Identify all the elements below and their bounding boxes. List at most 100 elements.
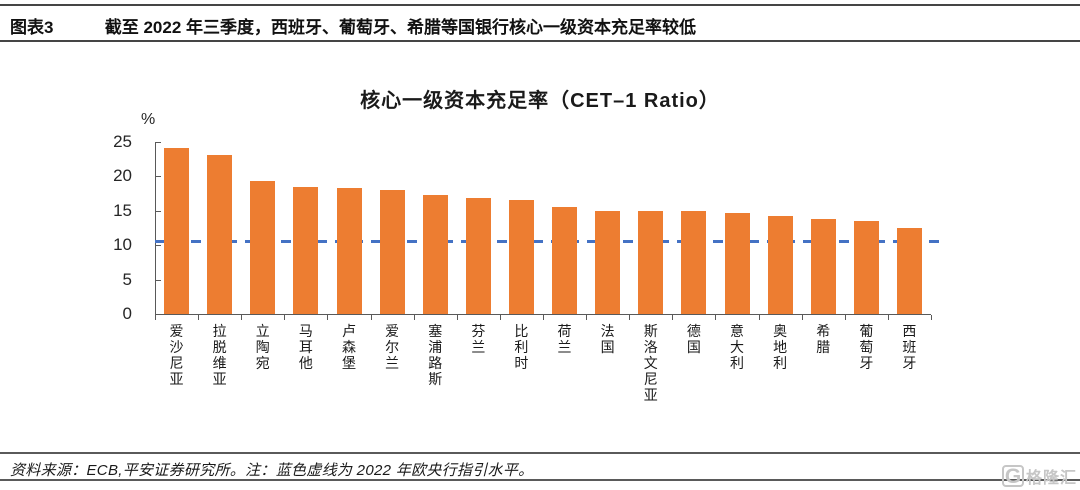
bar (465, 197, 491, 314)
x-tick-mark (629, 315, 631, 320)
source-note: 资料来源：ECB,平安证券研究所。注：蓝色虚线为 2022 年欧央行指引水平。 (10, 462, 534, 479)
figure-tag: 图表3 (10, 18, 54, 37)
y-tick-mark (155, 142, 161, 143)
y-tick-label: 0 (122, 304, 132, 323)
x-axis-category-text: 斯洛文尼亚 (643, 323, 658, 403)
x-axis-category-text: 塞浦路斯 (428, 323, 443, 387)
x-axis-category-label: 法国 (586, 323, 629, 357)
bar (767, 215, 793, 314)
y-axis-unit-label: % (141, 111, 156, 128)
bar (681, 211, 707, 314)
x-tick-mark (672, 315, 674, 320)
bar (293, 186, 319, 314)
x-axis-category-label: 斯洛文尼亚 (629, 323, 672, 405)
x-tick-mark (155, 315, 156, 320)
x-tick-mark (844, 315, 846, 320)
x-axis-category-label: 意大利 (715, 323, 758, 373)
x-axis-category-label: 西班牙 (888, 323, 931, 373)
bar (422, 194, 448, 314)
x-tick-mark (413, 315, 415, 320)
chart-title: 核心一级资本充足率（CET–1 Ratio） (360, 90, 720, 112)
y-tick-label: 20 (113, 166, 132, 186)
bar (379, 190, 405, 314)
y-tick-mark (155, 210, 161, 212)
x-axis-category-text: 葡萄牙 (859, 323, 874, 371)
bar (724, 212, 750, 314)
x-axis-category-label: 爱尔兰 (371, 323, 414, 373)
x-axis-category-text: 意大利 (729, 323, 744, 371)
x-axis-category-text: 比利时 (514, 323, 529, 371)
x-axis-category-text: 拉脱维亚 (212, 323, 227, 387)
x-axis-category-label: 荷兰 (543, 323, 586, 357)
bar (552, 207, 578, 314)
x-tick-mark (586, 315, 588, 320)
y-tick-label: 5 (122, 269, 132, 289)
x-axis-category-text: 荷兰 (557, 323, 572, 355)
y-tick-label: 25 (113, 132, 132, 151)
x-axis-category-label: 立陶宛 (241, 323, 284, 373)
x-tick-mark (284, 315, 286, 320)
x-tick-mark (198, 315, 200, 320)
x-axis-category-text: 芬兰 (471, 323, 486, 355)
x-axis-category-label: 芬兰 (457, 323, 500, 357)
bar (250, 181, 276, 314)
x-axis-category-text: 希腊 (816, 323, 831, 355)
x-axis-category-label: 卢森堡 (327, 323, 370, 373)
bar (810, 219, 836, 314)
x-axis-category-text: 西班牙 (902, 323, 917, 371)
bar (207, 155, 233, 314)
ecb-guidance-dashed-line (155, 240, 939, 244)
bar (853, 221, 879, 314)
x-tick-mark (456, 315, 458, 320)
x-axis-category-text: 德国 (686, 323, 701, 355)
bar (164, 148, 190, 314)
gelonghui-logo-text: 格隆汇 (1025, 470, 1077, 487)
y-axis-line (155, 142, 156, 315)
x-axis-category-label: 希腊 (802, 323, 845, 357)
x-axis-category-label: 马耳他 (284, 323, 327, 373)
footer-top-rule (0, 452, 1080, 454)
bar (508, 200, 534, 314)
header-bottom-rule (0, 40, 1080, 42)
x-axis-category-text: 卢森堡 (341, 323, 356, 371)
x-tick-mark (887, 315, 889, 320)
x-axis-category-label: 葡萄牙 (845, 323, 888, 373)
x-axis-category-label: 比利时 (500, 323, 543, 373)
x-axis-category-label: 拉脱维亚 (198, 323, 241, 389)
y-tick-mark (155, 245, 161, 247)
x-axis-category-label: 爱沙尼亚 (155, 323, 198, 389)
x-axis-category-text: 立陶宛 (255, 323, 270, 371)
figure-header: 图表3 截至 2022 年三季度，西班牙、葡萄牙、希腊等国银行核心一级资本充足率… (10, 13, 1070, 38)
bar (336, 188, 362, 314)
x-axis-category-label: 塞浦路斯 (414, 323, 457, 389)
x-tick-mark (543, 315, 544, 320)
bar (595, 211, 621, 314)
x-axis-category-text: 奥地利 (773, 323, 788, 371)
x-axis-category-text: 爱尔兰 (385, 323, 400, 371)
gelonghui-g-icon: G (1001, 465, 1024, 487)
x-tick-mark (715, 315, 717, 320)
x-tick-mark (758, 315, 760, 320)
x-axis-category-label: 奥地利 (759, 323, 802, 373)
y-tick-label: 15 (113, 200, 132, 220)
x-tick-mark (370, 315, 372, 320)
x-axis-category-text: 法国 (600, 323, 615, 355)
gelonghui-logo: G 格隆汇 (1001, 464, 1077, 488)
x-tick-mark (801, 315, 803, 320)
x-axis-category-text: 爱沙尼亚 (169, 323, 184, 387)
x-axis-category-text: 马耳他 (298, 323, 313, 371)
y-tick-mark (155, 279, 161, 281)
x-axis-line (155, 314, 931, 315)
x-tick-mark (241, 315, 243, 320)
bottom-rule (0, 479, 1080, 481)
x-tick-mark (327, 315, 329, 320)
y-tick-mark (155, 176, 161, 178)
x-axis-category-label: 德国 (672, 323, 715, 357)
figure-title: 截至 2022 年三季度，西班牙、葡萄牙、希腊等国银行核心一级资本充足率较低 (104, 18, 696, 37)
bar (638, 211, 664, 314)
header-top-rule (0, 4, 1080, 6)
y-tick-label: 10 (113, 235, 132, 255)
bar (896, 228, 922, 314)
